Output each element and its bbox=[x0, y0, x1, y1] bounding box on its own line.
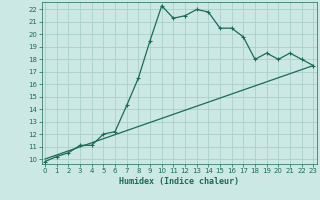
X-axis label: Humidex (Indice chaleur): Humidex (Indice chaleur) bbox=[119, 177, 239, 186]
